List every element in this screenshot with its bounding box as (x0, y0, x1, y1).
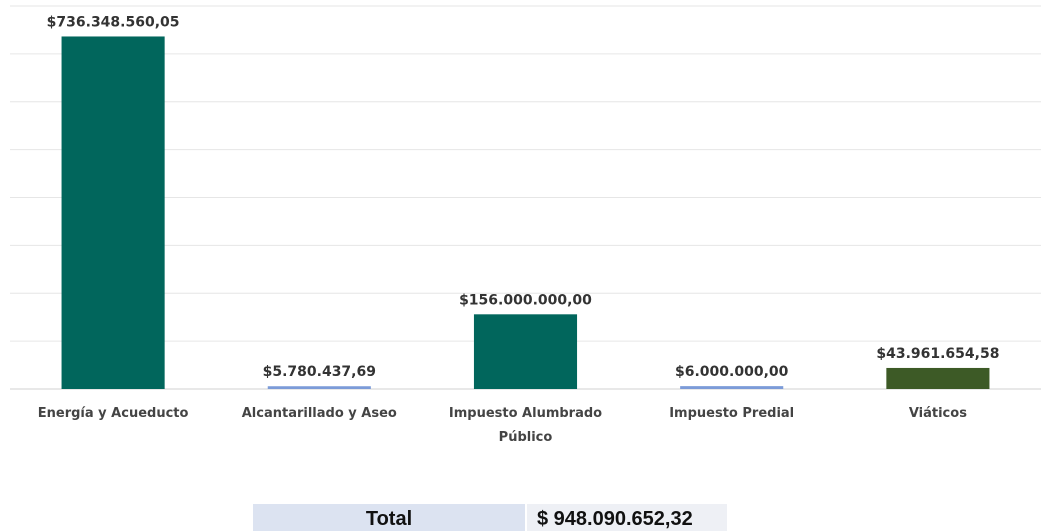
bar (473, 314, 578, 389)
total-label: Total (253, 504, 525, 531)
x-tick-label: Alcantarillado y Aseo (241, 406, 397, 421)
chart: $736.348.560,05 $5.780.437,69 $156.000.000… (10, 5, 1041, 390)
value-label: $6.000.000,00 (675, 364, 789, 380)
bar (61, 36, 165, 390)
bar (886, 367, 990, 389)
value-label: $156.000.000,00 (459, 292, 592, 308)
total-value: $ 948.090.652,32 (527, 504, 727, 531)
x-tick-label: Impuesto Alumbrado Público (448, 406, 603, 445)
x-tick-label: Energía y Acueducto (37, 406, 189, 421)
value-label: $736.348.560,05 (47, 14, 180, 30)
x-tick-label: Impuesto Predial (669, 406, 795, 421)
value-label: $5.780.437,69 (263, 364, 376, 380)
bar (680, 386, 784, 389)
bar (267, 386, 371, 389)
value-label: $43.961.654,58 (876, 346, 999, 362)
x-tick-label: Viáticos (908, 406, 967, 421)
